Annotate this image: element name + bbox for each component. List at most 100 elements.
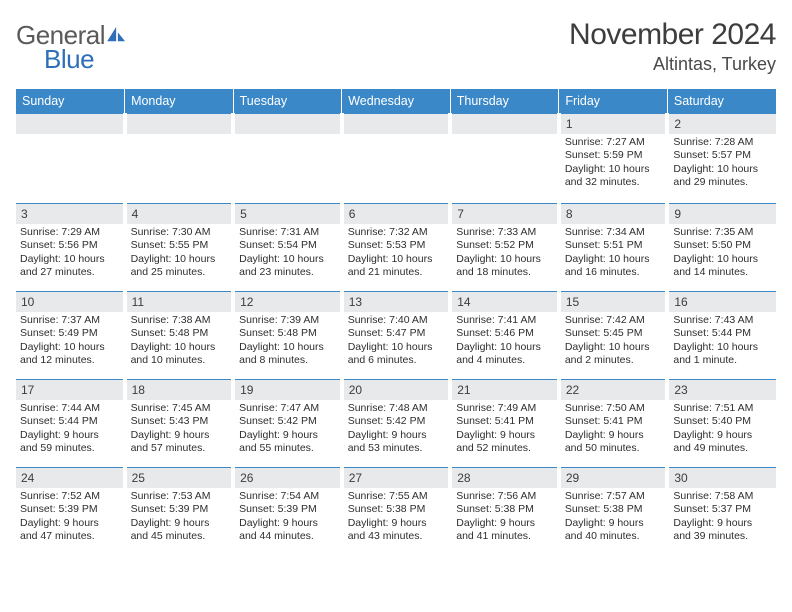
daylight-text: Daylight: 9 hours and 47 minutes. — [20, 517, 119, 544]
day-number: 5 — [235, 203, 340, 224]
sunset-text: Sunset: 5:42 PM — [239, 415, 336, 428]
day-details: Sunrise: 7:39 AMSunset: 5:48 PMDaylight:… — [235, 312, 340, 371]
day-number: 18 — [127, 379, 232, 400]
day-details: Sunrise: 7:34 AMSunset: 5:51 PMDaylight:… — [561, 224, 666, 283]
day-details: Sunrise: 7:45 AMSunset: 5:43 PMDaylight:… — [127, 400, 232, 459]
day-cell: 16Sunrise: 7:43 AMSunset: 5:44 PMDayligh… — [667, 289, 776, 377]
day-details: Sunrise: 7:52 AMSunset: 5:39 PMDaylight:… — [16, 488, 123, 547]
day-details: Sunrise: 7:54 AMSunset: 5:39 PMDaylight:… — [235, 488, 340, 547]
day-cell: 8Sunrise: 7:34 AMSunset: 5:51 PMDaylight… — [559, 201, 668, 289]
daylight-text: Daylight: 10 hours and 2 minutes. — [565, 341, 662, 368]
daylight-text: Daylight: 10 hours and 4 minutes. — [456, 341, 553, 368]
daylight-text: Daylight: 9 hours and 55 minutes. — [239, 429, 336, 456]
day-cell: 27Sunrise: 7:55 AMSunset: 5:38 PMDayligh… — [342, 465, 451, 553]
day-number: 29 — [561, 467, 666, 488]
sunset-text: Sunset: 5:52 PM — [456, 239, 553, 252]
sunset-text: Sunset: 5:39 PM — [20, 503, 119, 516]
sunset-text: Sunset: 5:39 PM — [131, 503, 228, 516]
day-cell: 1Sunrise: 7:27 AMSunset: 5:59 PMDaylight… — [559, 113, 668, 201]
daylight-text: Daylight: 9 hours and 40 minutes. — [565, 517, 662, 544]
day-cell: 18Sunrise: 7:45 AMSunset: 5:43 PMDayligh… — [125, 377, 234, 465]
daylight-text: Daylight: 9 hours and 59 minutes. — [20, 429, 119, 456]
day-number: 6 — [344, 203, 449, 224]
day-number: 19 — [235, 379, 340, 400]
month-title: November 2024 — [569, 18, 776, 52]
daylight-text: Daylight: 9 hours and 49 minutes. — [673, 429, 772, 456]
day-number: 27 — [344, 467, 449, 488]
header: GeneralBlue November 2024 Altintas, Turk… — [16, 18, 776, 75]
sunset-text: Sunset: 5:53 PM — [348, 239, 445, 252]
day-number: 21 — [452, 379, 557, 400]
sunrise-text: Sunrise: 7:45 AM — [131, 402, 228, 415]
day-cell: 28Sunrise: 7:56 AMSunset: 5:38 PMDayligh… — [450, 465, 559, 553]
daylight-text: Daylight: 10 hours and 6 minutes. — [348, 341, 445, 368]
day-number: 22 — [561, 379, 666, 400]
col-header-monday: Monday — [125, 89, 234, 113]
sunset-text: Sunset: 5:55 PM — [131, 239, 228, 252]
col-header-friday: Friday — [559, 89, 668, 113]
daylight-text: Daylight: 10 hours and 32 minutes. — [565, 163, 662, 190]
day-cell: 12Sunrise: 7:39 AMSunset: 5:48 PMDayligh… — [233, 289, 342, 377]
day-number: 7 — [452, 203, 557, 224]
day-details: Sunrise: 7:48 AMSunset: 5:42 PMDaylight:… — [344, 400, 449, 459]
calendar-table: SundayMondayTuesdayWednesdayThursdayFrid… — [16, 89, 776, 555]
day-cell: 26Sunrise: 7:54 AMSunset: 5:39 PMDayligh… — [233, 465, 342, 553]
day-number: 11 — [127, 291, 232, 312]
sunrise-text: Sunrise: 7:27 AM — [565, 136, 662, 149]
empty-cell — [16, 113, 125, 201]
day-cell: 4Sunrise: 7:30 AMSunset: 5:55 PMDaylight… — [125, 201, 234, 289]
day-number: 30 — [669, 467, 776, 488]
day-cell: 2Sunrise: 7:28 AMSunset: 5:57 PMDaylight… — [667, 113, 776, 201]
daylight-text: Daylight: 9 hours and 57 minutes. — [131, 429, 228, 456]
day-number — [235, 113, 340, 134]
day-cell: 19Sunrise: 7:47 AMSunset: 5:42 PMDayligh… — [233, 377, 342, 465]
day-cell: 13Sunrise: 7:40 AMSunset: 5:47 PMDayligh… — [342, 289, 451, 377]
day-cell: 17Sunrise: 7:44 AMSunset: 5:44 PMDayligh… — [16, 377, 125, 465]
sunrise-text: Sunrise: 7:42 AM — [565, 314, 662, 327]
day-number — [344, 113, 449, 134]
day-cell: 30Sunrise: 7:58 AMSunset: 5:37 PMDayligh… — [667, 465, 776, 553]
empty-cell — [233, 113, 342, 201]
day-cell: 5Sunrise: 7:31 AMSunset: 5:54 PMDaylight… — [233, 201, 342, 289]
day-details: Sunrise: 7:58 AMSunset: 5:37 PMDaylight:… — [669, 488, 776, 547]
day-details: Sunrise: 7:31 AMSunset: 5:54 PMDaylight:… — [235, 224, 340, 283]
sunrise-text: Sunrise: 7:38 AM — [131, 314, 228, 327]
sunset-text: Sunset: 5:47 PM — [348, 327, 445, 340]
daylight-text: Daylight: 10 hours and 14 minutes. — [673, 253, 772, 280]
day-number: 20 — [344, 379, 449, 400]
logo: GeneralBlue — [16, 18, 127, 72]
sunset-text: Sunset: 5:56 PM — [20, 239, 119, 252]
day-number — [16, 113, 123, 134]
sunrise-text: Sunrise: 7:57 AM — [565, 490, 662, 503]
day-cell: 6Sunrise: 7:32 AMSunset: 5:53 PMDaylight… — [342, 201, 451, 289]
day-number — [452, 113, 557, 134]
sunset-text: Sunset: 5:54 PM — [239, 239, 336, 252]
empty-cell — [450, 113, 559, 201]
day-details: Sunrise: 7:55 AMSunset: 5:38 PMDaylight:… — [344, 488, 449, 547]
day-number — [127, 113, 232, 134]
col-header-tuesday: Tuesday — [233, 89, 342, 113]
day-details: Sunrise: 7:43 AMSunset: 5:44 PMDaylight:… — [669, 312, 776, 371]
week-row: 1Sunrise: 7:27 AMSunset: 5:59 PMDaylight… — [16, 113, 776, 201]
daylight-text: Daylight: 9 hours and 50 minutes. — [565, 429, 662, 456]
daylight-text: Daylight: 10 hours and 21 minutes. — [348, 253, 445, 280]
day-details: Sunrise: 7:33 AMSunset: 5:52 PMDaylight:… — [452, 224, 557, 283]
day-cell: 7Sunrise: 7:33 AMSunset: 5:52 PMDaylight… — [450, 201, 559, 289]
sunrise-text: Sunrise: 7:58 AM — [673, 490, 772, 503]
sunrise-text: Sunrise: 7:34 AM — [565, 226, 662, 239]
empty-cell — [125, 113, 234, 201]
day-details: Sunrise: 7:47 AMSunset: 5:42 PMDaylight:… — [235, 400, 340, 459]
day-cell: 29Sunrise: 7:57 AMSunset: 5:38 PMDayligh… — [559, 465, 668, 553]
sunset-text: Sunset: 5:50 PM — [673, 239, 772, 252]
day-details: Sunrise: 7:35 AMSunset: 5:50 PMDaylight:… — [669, 224, 776, 283]
sunset-text: Sunset: 5:48 PM — [131, 327, 228, 340]
sunrise-text: Sunrise: 7:48 AM — [348, 402, 445, 415]
sunrise-text: Sunrise: 7:41 AM — [456, 314, 553, 327]
sunset-text: Sunset: 5:57 PM — [673, 149, 772, 162]
sunset-text: Sunset: 5:38 PM — [348, 503, 445, 516]
location: Altintas, Turkey — [569, 54, 776, 75]
day-number: 1 — [561, 113, 666, 134]
daylight-text: Daylight: 10 hours and 18 minutes. — [456, 253, 553, 280]
daylight-text: Daylight: 9 hours and 44 minutes. — [239, 517, 336, 544]
day-number: 2 — [669, 113, 776, 134]
